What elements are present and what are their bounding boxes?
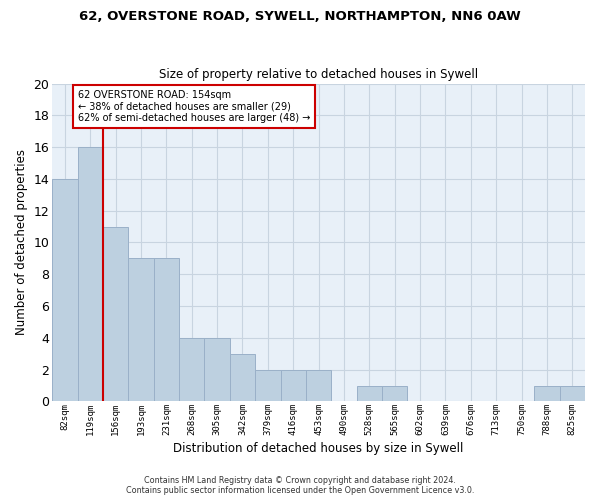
Text: Contains HM Land Registry data © Crown copyright and database right 2024.
Contai: Contains HM Land Registry data © Crown c… — [126, 476, 474, 495]
Bar — [560, 386, 585, 402]
Bar — [77, 147, 103, 402]
Text: 62, OVERSTONE ROAD, SYWELL, NORTHAMPTON, NN6 0AW: 62, OVERSTONE ROAD, SYWELL, NORTHAMPTON,… — [79, 10, 521, 23]
Bar — [356, 386, 382, 402]
Bar — [205, 338, 230, 402]
Bar — [382, 386, 407, 402]
Bar — [230, 354, 255, 402]
Bar — [154, 258, 179, 402]
Bar — [52, 179, 77, 402]
X-axis label: Distribution of detached houses by size in Sywell: Distribution of detached houses by size … — [173, 442, 464, 455]
Bar — [306, 370, 331, 402]
Text: 62 OVERSTONE ROAD: 154sqm
← 38% of detached houses are smaller (29)
62% of semi-: 62 OVERSTONE ROAD: 154sqm ← 38% of detac… — [77, 90, 310, 123]
Bar — [255, 370, 281, 402]
Bar — [534, 386, 560, 402]
Title: Size of property relative to detached houses in Sywell: Size of property relative to detached ho… — [159, 68, 478, 81]
Y-axis label: Number of detached properties: Number of detached properties — [15, 150, 28, 336]
Bar — [179, 338, 205, 402]
Bar — [281, 370, 306, 402]
Bar — [128, 258, 154, 402]
Bar — [103, 226, 128, 402]
